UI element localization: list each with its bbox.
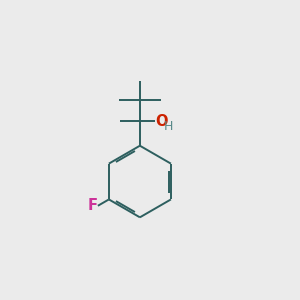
Text: O: O [155, 114, 168, 129]
Text: H: H [164, 120, 173, 133]
Text: F: F [87, 198, 97, 213]
